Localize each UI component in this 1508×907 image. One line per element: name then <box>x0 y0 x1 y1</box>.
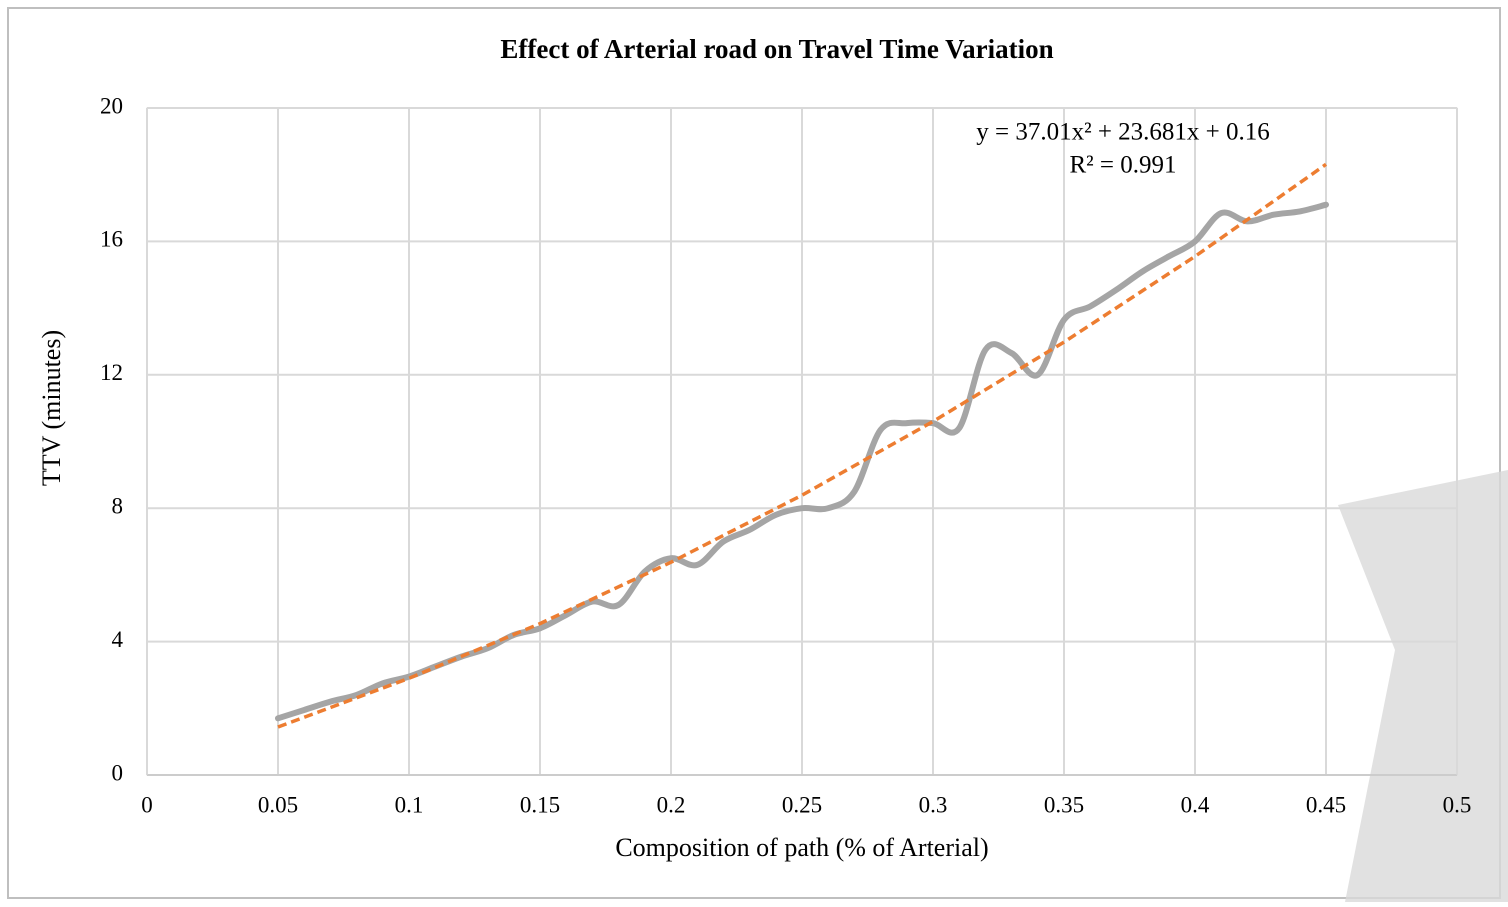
x-tick-label: 0.1 <box>395 792 424 817</box>
y-tick-label: 0 <box>112 760 124 785</box>
y-tick-label: 4 <box>112 627 124 652</box>
y-axis-label: TTV (minutes) <box>37 330 66 486</box>
x-tick-label: 0.25 <box>782 792 822 817</box>
x-tick-label: 0.5 <box>1443 792 1472 817</box>
trendline <box>277 162 1328 729</box>
trendline-equation: y = 37.01x² + 23.681x + 0.16 <box>976 119 1270 146</box>
chart-title: Effect of Arterial road on Travel Time V… <box>500 34 1053 64</box>
x-tick-label: 0.4 <box>1181 792 1210 817</box>
x-tick-label: 0.2 <box>657 792 686 817</box>
x-tick-label: 0.05 <box>258 792 298 817</box>
y-tick-label: 8 <box>112 493 124 518</box>
x-axis-label: Composition of path (% of Arterial) <box>615 833 988 862</box>
y-tick-label: 16 <box>100 227 123 252</box>
x-tick-label: 0.15 <box>520 792 560 817</box>
x-tick-label: 0.3 <box>919 792 948 817</box>
y-tick-label: 20 <box>100 93 123 118</box>
x-tick-label: 0 <box>141 792 153 817</box>
y-tick-label: 12 <box>100 360 123 385</box>
x-tick-label: 0.45 <box>1306 792 1346 817</box>
trendline-r-squared: R² = 0.991 <box>1069 152 1176 179</box>
plot-area-border <box>146 107 1458 776</box>
background-photo <box>1338 470 1508 902</box>
x-tick-label: 0.35 <box>1044 792 1084 817</box>
chart-border <box>7 7 1501 899</box>
